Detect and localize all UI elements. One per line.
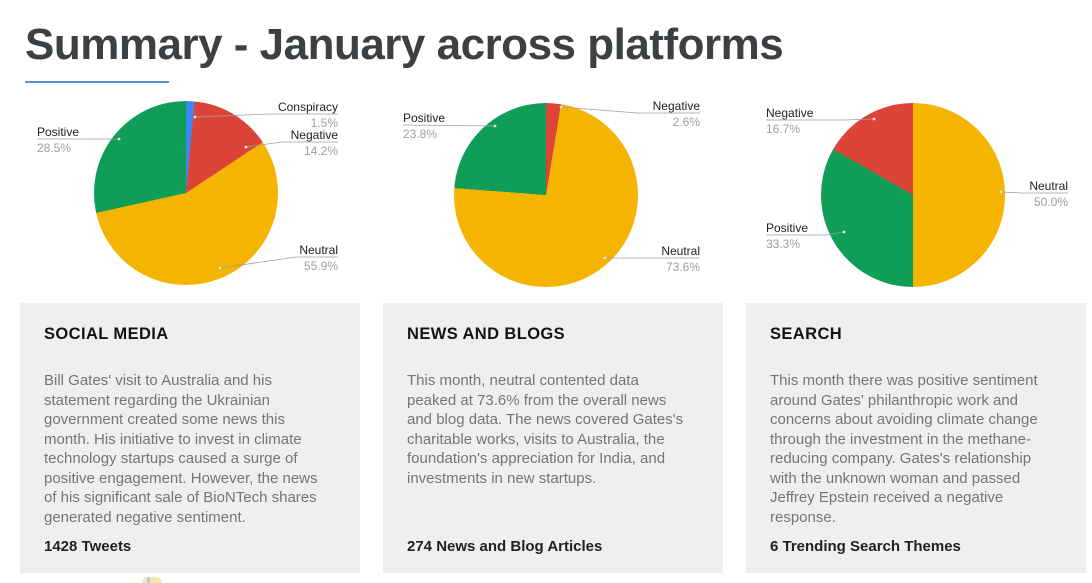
- callout-neutral: Neutral 73.6%: [661, 245, 700, 274]
- card-footer-article-count: 274 News and Blog Articles: [407, 538, 603, 555]
- callout-label: Conspiracy: [277, 100, 338, 114]
- card-footer-tweet-count: 1428 Tweets: [44, 538, 132, 555]
- pie-chart-social-media: Positive 28.5% Conspiracy 1.5% Negative …: [20, 95, 360, 295]
- callout-positive: Positive 28.5%: [37, 126, 79, 155]
- card-search: SEARCH This month there was positive sen…: [746, 303, 1086, 573]
- callout-percent: 14.2%: [303, 144, 338, 158]
- callout-percent: 33.3%: [766, 237, 801, 251]
- callout-label: Neutral: [1029, 179, 1068, 193]
- callout-label: Neutral: [661, 244, 700, 258]
- card-news-and-blogs: NEWS AND BLOGS This month, neutral conte…: [383, 303, 723, 573]
- card-heading: SOCIAL MEDIA: [44, 325, 169, 343]
- callout-label: Positive: [403, 111, 446, 125]
- callout-positive: Positive 23.8%: [403, 112, 445, 141]
- callout-percent: 2.6%: [672, 115, 700, 129]
- pie-chart-search: Negative 16.7% Neutral 50.0% Positive 33…: [746, 95, 1086, 295]
- callout-percent: 28.5%: [37, 141, 72, 155]
- card-heading: NEWS AND BLOGS: [407, 325, 566, 343]
- title-underline: [25, 81, 169, 83]
- card-heading: SEARCH: [770, 325, 843, 343]
- pie-chart-news-and-blogs: Positive 23.8% Negative 2.6% Neutral 73.…: [383, 95, 723, 295]
- callout-label: Positive: [37, 125, 80, 139]
- next-section-chart-peek: [142, 577, 162, 583]
- card-body: Bill Gates' visit to Australia and his s…: [44, 372, 318, 526]
- callout-label: Neutral: [299, 243, 338, 257]
- callout-percent: 55.9%: [303, 259, 338, 273]
- callout-label: Negative: [290, 128, 338, 142]
- callout-label: Negative: [766, 106, 814, 120]
- callout-label: Positive: [766, 221, 809, 235]
- pie-news-and-blogs[interactable]: [454, 103, 638, 287]
- callout-neutral: Neutral 50.0%: [1029, 180, 1068, 209]
- callout-percent: 50.0%: [1033, 195, 1068, 209]
- page-title: Summary - January across platforms: [25, 20, 784, 69]
- pie-social-media[interactable]: [94, 101, 278, 285]
- callout-percent: 16.7%: [766, 122, 801, 136]
- callout-percent: 23.8%: [403, 127, 438, 141]
- callout-neutral: Neutral 55.9%: [299, 244, 338, 273]
- callout-percent: 1.5%: [310, 116, 338, 130]
- callout-negative: Negative 14.2%: [291, 129, 338, 158]
- card-footer-theme-count: 6 Trending Search Themes: [770, 538, 961, 555]
- callout-negative: Negative 16.7%: [766, 107, 813, 136]
- callout-negative: Negative 2.6%: [653, 100, 700, 129]
- callout-conspiracy: Conspiracy 1.5%: [278, 101, 338, 130]
- card-social-media: SOCIAL MEDIA Bill Gates' visit to Austra…: [20, 303, 360, 573]
- callout-percent: 73.6%: [665, 260, 700, 274]
- card-body: This month, neutral contented data peake…: [407, 372, 684, 487]
- callout-label: Negative: [652, 99, 700, 113]
- card-body: This month there was positive sentiment …: [770, 372, 1038, 526]
- pie-search[interactable]: [821, 103, 1005, 287]
- callout-positive: Positive 33.3%: [766, 222, 808, 251]
